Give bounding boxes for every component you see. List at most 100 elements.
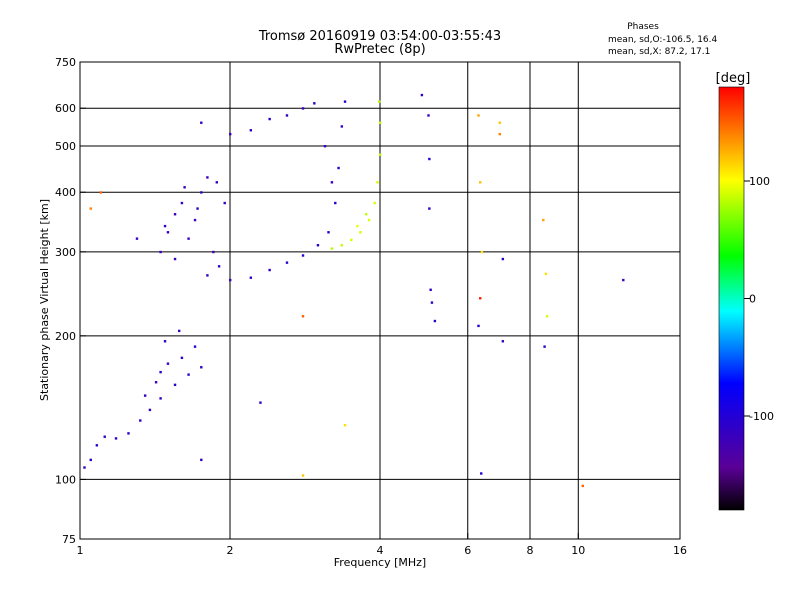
- data-point: [365, 213, 368, 216]
- data-point: [99, 191, 103, 194]
- x-ticks: 1 2 4 6 8 10 16: [77, 533, 687, 557]
- data-point: [89, 458, 92, 462]
- data-point: [159, 250, 162, 254]
- y-tick-label: 200: [55, 330, 76, 343]
- data-point: [83, 466, 86, 469]
- data-point: [334, 201, 337, 205]
- x-tick-label: 10: [571, 544, 585, 557]
- data-point: [498, 132, 501, 136]
- y-tick-label: 75: [62, 533, 76, 546]
- stats-title: Phases: [627, 22, 659, 32]
- y-tick-label: 400: [55, 186, 76, 199]
- data-point: [139, 419, 142, 422]
- data-point: [330, 181, 334, 184]
- data-point: [183, 186, 186, 189]
- data-point: [206, 176, 209, 179]
- y-tick-label: 750: [55, 56, 76, 69]
- data-point: [301, 474, 305, 477]
- data-point: [154, 381, 158, 384]
- y-tick-label: 600: [55, 102, 76, 115]
- data-point: [323, 144, 327, 148]
- data-point: [343, 100, 347, 103]
- data-point: [501, 257, 505, 261]
- data-point: [268, 117, 271, 121]
- data-point: [206, 274, 209, 277]
- colorbar-ticks: 100 0 -100: [744, 175, 774, 423]
- x-tick-label: 4: [377, 544, 384, 557]
- x-tick-label: 1: [77, 544, 84, 557]
- data-point: [193, 345, 197, 348]
- data-point: [180, 201, 184, 205]
- data-point: [166, 231, 170, 234]
- data-point: [501, 340, 505, 343]
- data-point: [377, 100, 381, 103]
- data-point: [427, 114, 430, 117]
- data-point: [163, 340, 167, 343]
- data-point: [200, 366, 203, 369]
- data-point: [135, 237, 139, 240]
- data-point: [356, 224, 359, 228]
- data-point: [301, 254, 305, 257]
- data-point: [376, 181, 379, 184]
- y-axis-label: Stationary phase Virtual Height [km]: [38, 199, 51, 401]
- data-point: [343, 424, 347, 427]
- data-point: [367, 218, 371, 222]
- data-point: [479, 181, 482, 184]
- data-point: [217, 265, 221, 268]
- data-point: [143, 394, 147, 397]
- data-point: [187, 237, 190, 240]
- data-point: [285, 114, 289, 117]
- y-tick-label: 500: [55, 140, 76, 153]
- colorbar-tick-label: 100: [749, 175, 770, 188]
- colorbar-tick-label: 0: [749, 293, 756, 306]
- data-point: [212, 250, 215, 254]
- data-point: [229, 278, 232, 282]
- colorbar-tick-label: -100: [749, 410, 774, 423]
- data-point: [430, 301, 434, 304]
- y-tick-label: 100: [55, 473, 76, 486]
- data-point: [330, 247, 334, 250]
- data-point: [223, 201, 226, 205]
- data-point: [159, 370, 162, 374]
- data-point: [477, 114, 480, 117]
- data-point: [200, 121, 203, 124]
- data-point: [327, 231, 330, 234]
- data-point: [542, 218, 545, 222]
- stats-line-x: mean, sd,X: 87.2, 17.1: [608, 47, 710, 57]
- data-point: [159, 397, 162, 400]
- data-point: [379, 121, 382, 124]
- data-point: [373, 201, 376, 205]
- data-point: [193, 218, 197, 222]
- data-point: [313, 102, 316, 105]
- data-point: [340, 244, 344, 247]
- data-point: [622, 278, 625, 282]
- data-point: [480, 472, 483, 475]
- x-axis-label: Frequency [MHz]: [334, 556, 426, 569]
- data-point: [420, 93, 424, 97]
- data-point: [480, 250, 484, 254]
- data-point: [200, 458, 203, 462]
- data-point: [428, 157, 431, 161]
- data-point: [249, 129, 253, 132]
- data-point: [187, 373, 190, 376]
- x-tick-label: 2: [227, 544, 234, 557]
- y-ticks: 75 100 200 300 400 500 600 750: [55, 56, 86, 546]
- chart-subtitle: RwPretec (8p): [334, 42, 425, 57]
- data-point: [316, 244, 320, 247]
- data-point: [428, 207, 431, 210]
- data-point: [173, 257, 177, 261]
- data-point: [340, 125, 344, 128]
- data-point: [268, 268, 271, 272]
- data-point: [173, 213, 177, 216]
- data-point: [163, 224, 167, 228]
- data-point: [200, 191, 203, 194]
- data-points: [83, 93, 625, 488]
- data-point: [301, 315, 305, 318]
- data-point: [89, 207, 92, 210]
- data-point: [148, 408, 152, 412]
- data-point: [429, 288, 432, 291]
- data-point: [477, 324, 480, 328]
- data-point: [103, 435, 106, 438]
- data-point: [545, 315, 549, 318]
